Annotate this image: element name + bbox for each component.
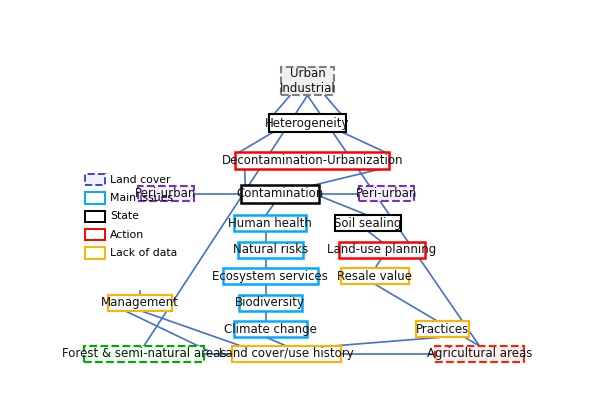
FancyBboxPatch shape [223, 268, 318, 284]
FancyBboxPatch shape [85, 192, 105, 204]
FancyBboxPatch shape [85, 174, 105, 185]
FancyBboxPatch shape [85, 229, 105, 241]
FancyBboxPatch shape [241, 185, 319, 203]
FancyBboxPatch shape [416, 321, 469, 337]
FancyBboxPatch shape [138, 186, 194, 201]
Text: Resale value: Resale value [337, 270, 412, 283]
Text: Soil sealing: Soil sealing [334, 217, 401, 230]
Text: Land cover: Land cover [110, 175, 171, 185]
Text: Contamination: Contamination [236, 187, 323, 200]
Text: Land cover/use history: Land cover/use history [219, 347, 354, 360]
Text: Urban
Industrial: Urban Industrial [280, 67, 335, 95]
FancyBboxPatch shape [234, 215, 307, 231]
Text: Peri-urban: Peri-urban [356, 187, 417, 200]
Text: Human health: Human health [229, 217, 312, 230]
FancyBboxPatch shape [281, 67, 334, 96]
Text: Natural risks: Natural risks [233, 243, 308, 256]
Text: Heterogeneity: Heterogeneity [265, 117, 350, 129]
Text: State: State [110, 211, 139, 221]
Text: Land-use planning: Land-use planning [327, 243, 437, 256]
Text: Climate change: Climate change [224, 323, 317, 336]
FancyBboxPatch shape [85, 211, 105, 222]
Text: Action: Action [110, 230, 145, 240]
FancyBboxPatch shape [341, 268, 409, 284]
FancyBboxPatch shape [269, 114, 346, 132]
Text: Main issues: Main issues [110, 193, 173, 203]
Text: Biodiversity: Biodiversity [235, 296, 305, 309]
Text: Agricultural areas: Agricultural areas [427, 347, 532, 360]
FancyBboxPatch shape [335, 215, 401, 231]
Text: Forest & semi-natural areas: Forest & semi-natural areas [62, 347, 226, 360]
FancyBboxPatch shape [84, 346, 204, 362]
Text: Management: Management [101, 296, 179, 309]
FancyBboxPatch shape [232, 346, 341, 362]
FancyBboxPatch shape [239, 295, 302, 311]
FancyBboxPatch shape [85, 247, 105, 259]
Text: Ecosystem services: Ecosystem services [212, 270, 328, 283]
Text: Decontamination-Urbanization: Decontamination-Urbanization [221, 154, 403, 167]
FancyBboxPatch shape [108, 295, 172, 311]
Text: Practices: Practices [416, 323, 469, 336]
Text: Peri-urban: Peri-urban [135, 187, 196, 200]
FancyBboxPatch shape [339, 242, 425, 258]
FancyBboxPatch shape [359, 186, 415, 201]
FancyBboxPatch shape [436, 346, 524, 362]
FancyBboxPatch shape [233, 321, 307, 337]
FancyBboxPatch shape [235, 152, 389, 169]
FancyBboxPatch shape [238, 242, 303, 258]
Text: Lack of data: Lack of data [110, 248, 178, 258]
